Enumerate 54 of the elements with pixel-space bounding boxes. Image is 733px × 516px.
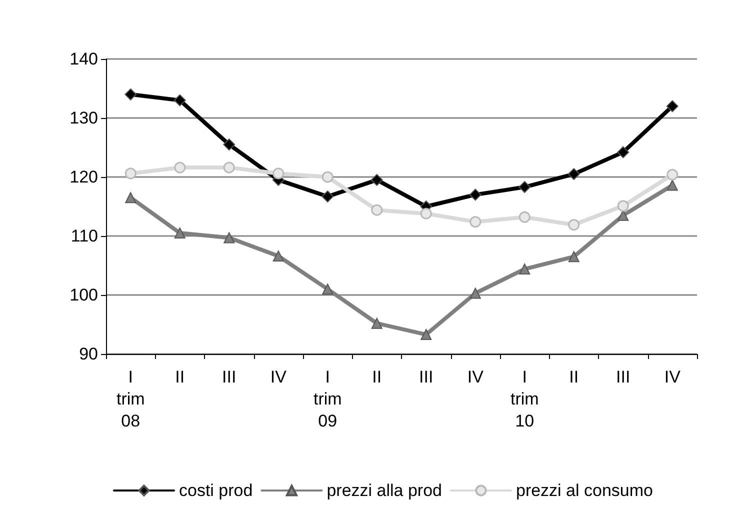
x-tick-label: III	[419, 368, 434, 386]
x-tick-label: II	[372, 368, 382, 386]
point	[272, 168, 284, 180]
point	[420, 208, 432, 220]
point	[470, 216, 482, 228]
legend-label: prezzi alla prod	[326, 481, 442, 500]
point	[568, 219, 580, 231]
x-tick-label: II	[175, 368, 185, 386]
point	[322, 284, 334, 295]
point	[518, 181, 531, 194]
point	[174, 94, 186, 106]
x-tick-label: IV	[270, 368, 288, 386]
x-tick-label: III	[222, 368, 236, 386]
point	[272, 250, 284, 262]
legend-label: costi prod	[179, 481, 253, 500]
y-tick-label: 130	[70, 108, 98, 128]
y-tick-label: 100	[70, 286, 98, 304]
point	[518, 211, 530, 223]
point	[370, 174, 383, 186]
x-tick-label: III	[616, 368, 630, 386]
y-tick-label: 110	[70, 226, 98, 246]
point	[174, 162, 186, 174]
x-tick-label: IV	[467, 368, 484, 386]
point	[223, 162, 235, 174]
point	[322, 171, 334, 183]
x-tick-label: II	[569, 368, 579, 386]
point	[371, 318, 382, 329]
legend-label: prezzi al consumo	[516, 481, 653, 500]
point	[666, 180, 678, 191]
point	[124, 88, 137, 100]
point	[223, 138, 236, 151]
point	[469, 188, 482, 201]
point	[617, 200, 629, 212]
point	[420, 329, 432, 340]
y-tick-label: 140	[70, 50, 98, 68]
x-tick-label: IV	[664, 368, 682, 386]
point	[666, 100, 678, 112]
point	[125, 192, 136, 204]
point	[371, 204, 383, 216]
y-tick-label: 90	[79, 344, 98, 364]
x-tick-label: I trim 10	[510, 368, 539, 430]
point	[568, 168, 580, 180]
point	[617, 146, 630, 158]
point	[124, 168, 136, 180]
point	[568, 251, 580, 262]
y-tick-label: 120	[70, 168, 98, 186]
point	[666, 168, 678, 180]
point	[322, 190, 334, 202]
point	[519, 264, 530, 275]
point	[224, 232, 235, 244]
point	[470, 288, 481, 299]
x-tick-label: I trim 08	[116, 368, 145, 430]
x-tick-label: I trim 09	[313, 368, 342, 430]
point	[174, 228, 186, 239]
